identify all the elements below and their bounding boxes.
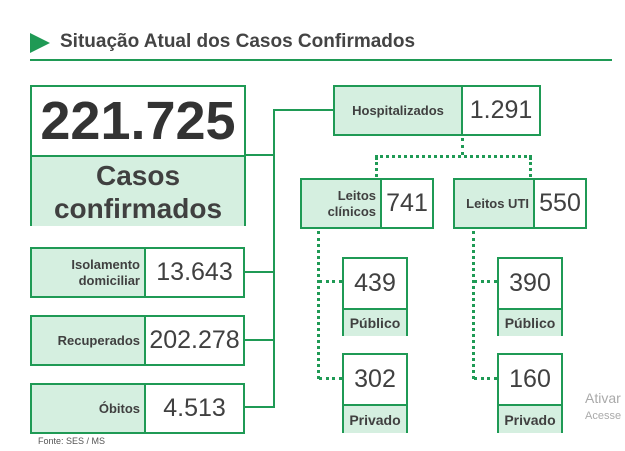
leitos-clinicos-value: 741 [386, 189, 428, 217]
uti-publico-box: 390 Público [497, 257, 563, 336]
hospitalizados-box: Hospitalizados 1.291 [333, 85, 541, 136]
uti-publico-label: Público [499, 310, 561, 336]
leitos-uti-box: Leitos UTI 550 [453, 178, 587, 229]
total-label: Casos confirmados [32, 157, 244, 226]
dotted-connector [375, 155, 532, 158]
page-title: Situação Atual dos Casos Confirmados [60, 31, 416, 52]
dotted-connector [375, 157, 378, 177]
dotted-connector [317, 231, 320, 379]
isolamento-label: Isolamento domiciliar [32, 249, 146, 296]
watermark-line2: Acesse [585, 410, 622, 422]
title-underline [30, 59, 612, 61]
leitos-uti-label: Leitos UTI [455, 180, 535, 227]
dotted-connector [474, 377, 497, 380]
clinicos-publico-box: 439 Público [342, 257, 408, 336]
connector [273, 109, 275, 408]
dotted-connector [474, 280, 497, 283]
leitos-uti-value: 550 [539, 189, 581, 217]
recuperados-box: Recuperados 202.278 [30, 315, 245, 366]
uti-privado-label: Privado [499, 406, 561, 433]
clinicos-privado-value: 302 [344, 355, 406, 406]
dotted-connector [319, 377, 342, 380]
obitos-value: 4.513 [163, 394, 226, 422]
dotted-connector [472, 231, 475, 379]
clinicos-publico-label: Público [344, 310, 406, 336]
dotted-connector [461, 138, 464, 155]
connector [246, 154, 274, 156]
obitos-box: Óbitos 4.513 [30, 383, 245, 434]
clinicos-publico-value: 439 [344, 259, 406, 310]
hospitalizados-value: 1.291 [469, 96, 533, 124]
uti-privado-box: 160 Privado [497, 353, 563, 433]
isolamento-box: Isolamento domiciliar 13.643 [30, 247, 245, 298]
title-triangle-icon [30, 33, 50, 53]
dotted-connector [529, 157, 532, 177]
uti-privado-value: 160 [499, 355, 561, 406]
leitos-clinicos-box: Leitos clínicos 741 [300, 178, 434, 229]
clinicos-privado-box: 302 Privado [342, 353, 408, 433]
hospitalizados-label: Hospitalizados [335, 87, 463, 134]
total-value: 221.725 [32, 87, 244, 157]
source-note: Fonte: SES / MS [38, 436, 106, 446]
connector [245, 271, 274, 273]
recuperados-value: 202.278 [149, 326, 240, 354]
obitos-label: Óbitos [32, 385, 146, 432]
total-box: 221.725 Casos confirmados [30, 85, 246, 226]
uti-publico-value: 390 [499, 259, 561, 310]
connector [245, 339, 274, 341]
recuperados-label: Recuperados [32, 317, 146, 364]
watermark-line1: Ativar [585, 390, 621, 406]
clinicos-privado-label: Privado [344, 406, 406, 433]
connector [245, 406, 274, 408]
isolamento-value: 13.643 [156, 258, 233, 286]
dotted-connector [319, 280, 342, 283]
leitos-clinicos-label: Leitos clínicos [302, 180, 382, 227]
connector [274, 109, 334, 111]
